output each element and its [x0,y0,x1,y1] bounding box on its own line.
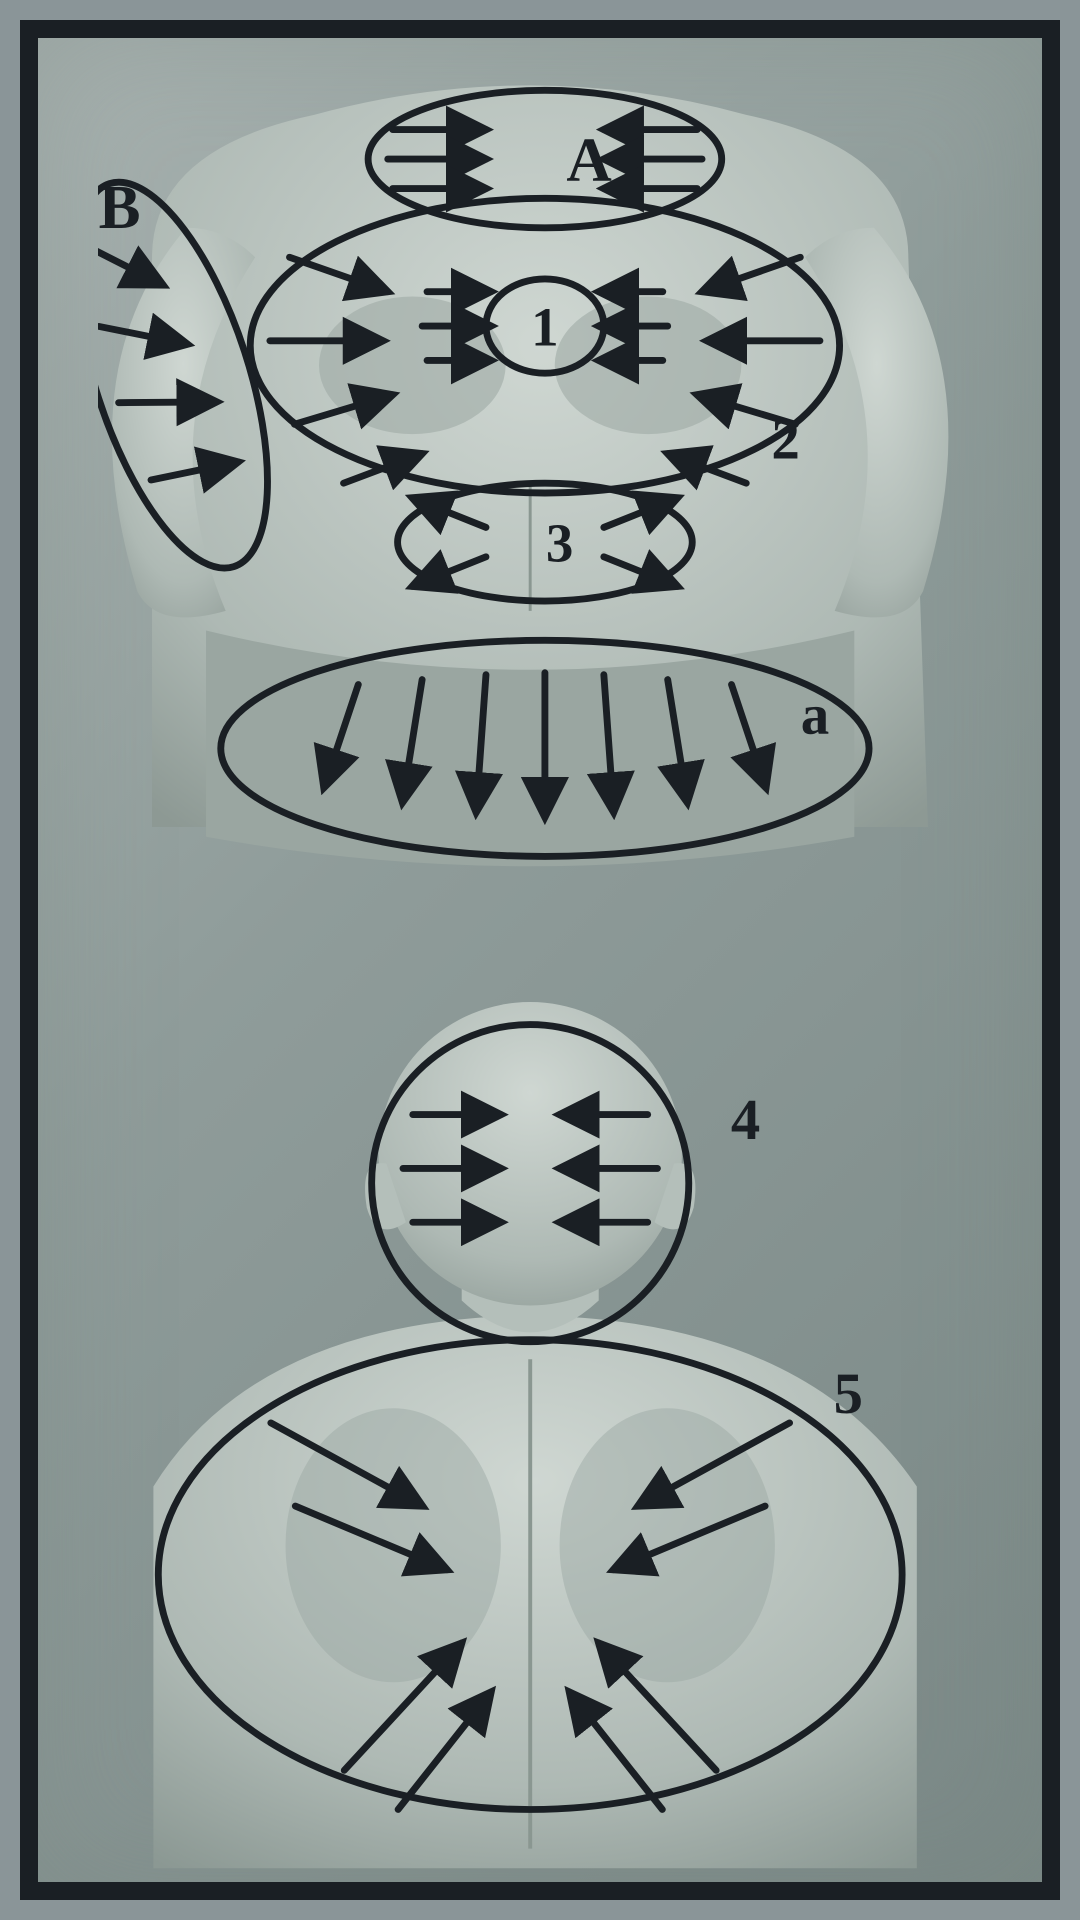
svg-top: A B 1 2 3 a [98,58,982,928]
label-4: 4 [731,1087,760,1152]
label-B: B [99,172,141,242]
label-1: 1 [531,297,559,358]
figure-front [112,85,948,866]
label-a-lower: a [801,684,829,747]
svg-bottom: 4 5 [98,958,982,1878]
diagram-frame: A B 1 2 3 a [20,20,1060,1900]
label-5: 5 [834,1361,863,1426]
panel-upper-back-neck: 4 5 [98,958,982,1878]
panel-upper-torso-front: A B 1 2 3 a [98,58,982,928]
label-2: 2 [771,409,799,472]
label-A: A [566,125,611,195]
label-3: 3 [546,513,574,574]
